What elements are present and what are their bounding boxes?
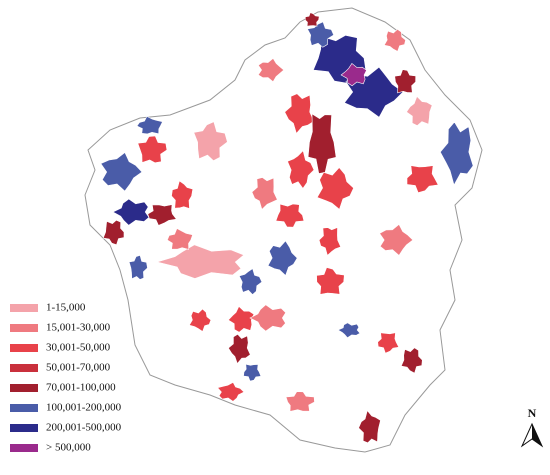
municipality [377,332,400,354]
north-label: N [528,406,537,420]
legend-swatch [10,344,38,352]
legend-label: 15,001-30,000 [46,322,111,334]
municipality [400,347,423,374]
municipality [337,322,361,339]
municipality [306,21,335,48]
municipality [217,381,245,402]
north-arrow: N [520,406,544,448]
legend-label: 50,001-70,000 [46,362,111,374]
region-outline [84,7,483,453]
municipality [102,219,125,246]
legend: 1-15,000 15,001-30,000 30,001-50,000 50,001… [10,302,122,454]
legend-swatch [10,324,38,332]
municipality [171,180,194,209]
municipality [188,308,212,332]
legend-label: > 500,000 [46,442,91,454]
municipality [112,198,150,226]
municipality [155,244,245,279]
legend-swatch [10,444,38,452]
municipality [304,12,320,27]
municipality [340,62,367,87]
legend-label: 30,001-50,000 [46,342,111,354]
municipality [439,121,474,186]
municipality [166,228,193,250]
municipality [193,121,228,162]
municipality [406,95,433,126]
municipality [358,409,381,444]
municipality [285,391,315,412]
municipality [238,268,263,296]
legend-swatch [10,384,38,392]
municipality [136,115,163,135]
municipality [316,167,354,210]
north-arrow-fill [532,424,542,446]
legend-label: 1-15,000 [46,302,86,314]
municipality [318,227,342,256]
municipality [287,150,315,189]
legend-label: 100,001-200,000 [46,402,122,414]
municipality [406,165,439,194]
municipality [307,113,337,174]
municipality [394,69,417,94]
legend-swatch [10,404,38,412]
municipality [267,240,298,277]
municipality [257,57,285,83]
legend-swatch [10,304,38,312]
municipality [227,305,255,333]
municipality [128,255,148,280]
municipality [284,93,315,135]
legend-swatch [10,424,38,432]
municipality [100,152,143,192]
municipality [383,28,406,52]
municipality [243,363,262,382]
legend-label: 200,001-500,000 [46,422,122,434]
legend-swatch [10,364,38,372]
municipality [275,203,305,228]
municipality [379,223,414,256]
municipality [249,304,287,332]
legend-label: 70,001-100,000 [46,382,116,394]
municipality [147,204,177,226]
municipality [316,267,345,295]
municipality [137,135,168,164]
municipality [251,177,278,211]
municipality [228,333,251,365]
